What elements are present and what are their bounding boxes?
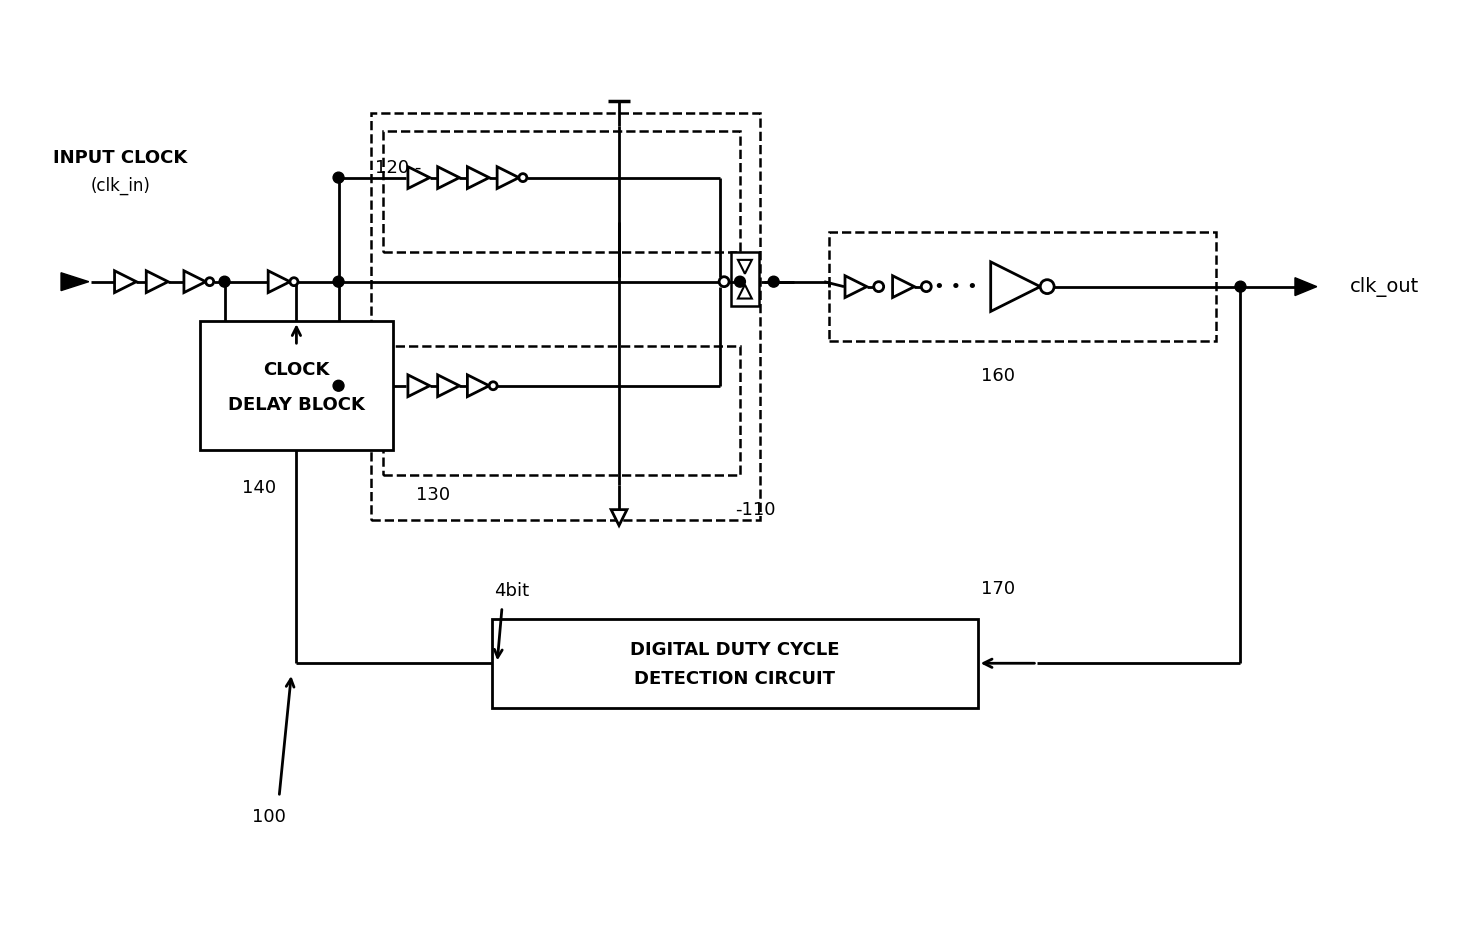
Bar xyxy=(383,131,740,252)
Polygon shape xyxy=(611,509,627,525)
Circle shape xyxy=(518,174,527,182)
Polygon shape xyxy=(408,167,430,189)
Bar xyxy=(371,113,760,520)
Circle shape xyxy=(333,380,344,391)
Polygon shape xyxy=(147,271,167,293)
Text: • • •: • • • xyxy=(934,278,978,295)
Polygon shape xyxy=(846,276,866,297)
Polygon shape xyxy=(437,375,459,397)
Circle shape xyxy=(922,281,931,292)
Polygon shape xyxy=(62,273,88,291)
Circle shape xyxy=(291,278,298,286)
Text: INPUT CLOCK: INPUT CLOCK xyxy=(53,149,188,167)
Circle shape xyxy=(489,382,498,389)
Bar xyxy=(492,619,978,708)
Text: DETECTION CIRCUIT: DETECTION CIRCUIT xyxy=(634,671,835,688)
Text: 100: 100 xyxy=(252,808,286,825)
Bar xyxy=(383,346,740,475)
Circle shape xyxy=(1041,280,1054,294)
Circle shape xyxy=(719,277,730,287)
Text: (clk_in): (clk_in) xyxy=(91,176,150,195)
Circle shape xyxy=(734,276,746,287)
Polygon shape xyxy=(269,271,291,293)
Polygon shape xyxy=(498,167,518,189)
Text: clk_out: clk_out xyxy=(1349,277,1418,296)
Text: CLOCK: CLOCK xyxy=(263,361,330,379)
Polygon shape xyxy=(467,375,489,397)
Circle shape xyxy=(873,281,884,292)
Circle shape xyxy=(206,278,214,286)
Polygon shape xyxy=(738,284,752,298)
Polygon shape xyxy=(408,375,430,397)
Text: DIGITAL DUTY CYCLE: DIGITAL DUTY CYCLE xyxy=(630,641,840,658)
Circle shape xyxy=(219,276,230,287)
Polygon shape xyxy=(437,167,459,189)
Bar xyxy=(731,252,759,307)
Polygon shape xyxy=(467,167,489,189)
Bar xyxy=(200,322,393,450)
Text: 160: 160 xyxy=(981,367,1014,385)
Text: 4bit: 4bit xyxy=(495,582,530,600)
Text: 120 -: 120 - xyxy=(374,159,421,176)
Text: DELAY BLOCK: DELAY BLOCK xyxy=(228,396,366,414)
Text: -110: -110 xyxy=(735,501,777,519)
Polygon shape xyxy=(738,260,752,274)
Text: 140: 140 xyxy=(242,478,276,497)
Polygon shape xyxy=(184,271,206,293)
Circle shape xyxy=(333,276,344,287)
Bar xyxy=(829,232,1216,341)
Polygon shape xyxy=(115,271,137,293)
Polygon shape xyxy=(991,262,1041,311)
Text: 130: 130 xyxy=(415,486,449,504)
Text: 170: 170 xyxy=(981,580,1014,598)
Circle shape xyxy=(768,276,780,287)
Circle shape xyxy=(333,173,344,183)
Polygon shape xyxy=(893,276,915,297)
Polygon shape xyxy=(1295,278,1317,295)
Circle shape xyxy=(1235,281,1246,292)
